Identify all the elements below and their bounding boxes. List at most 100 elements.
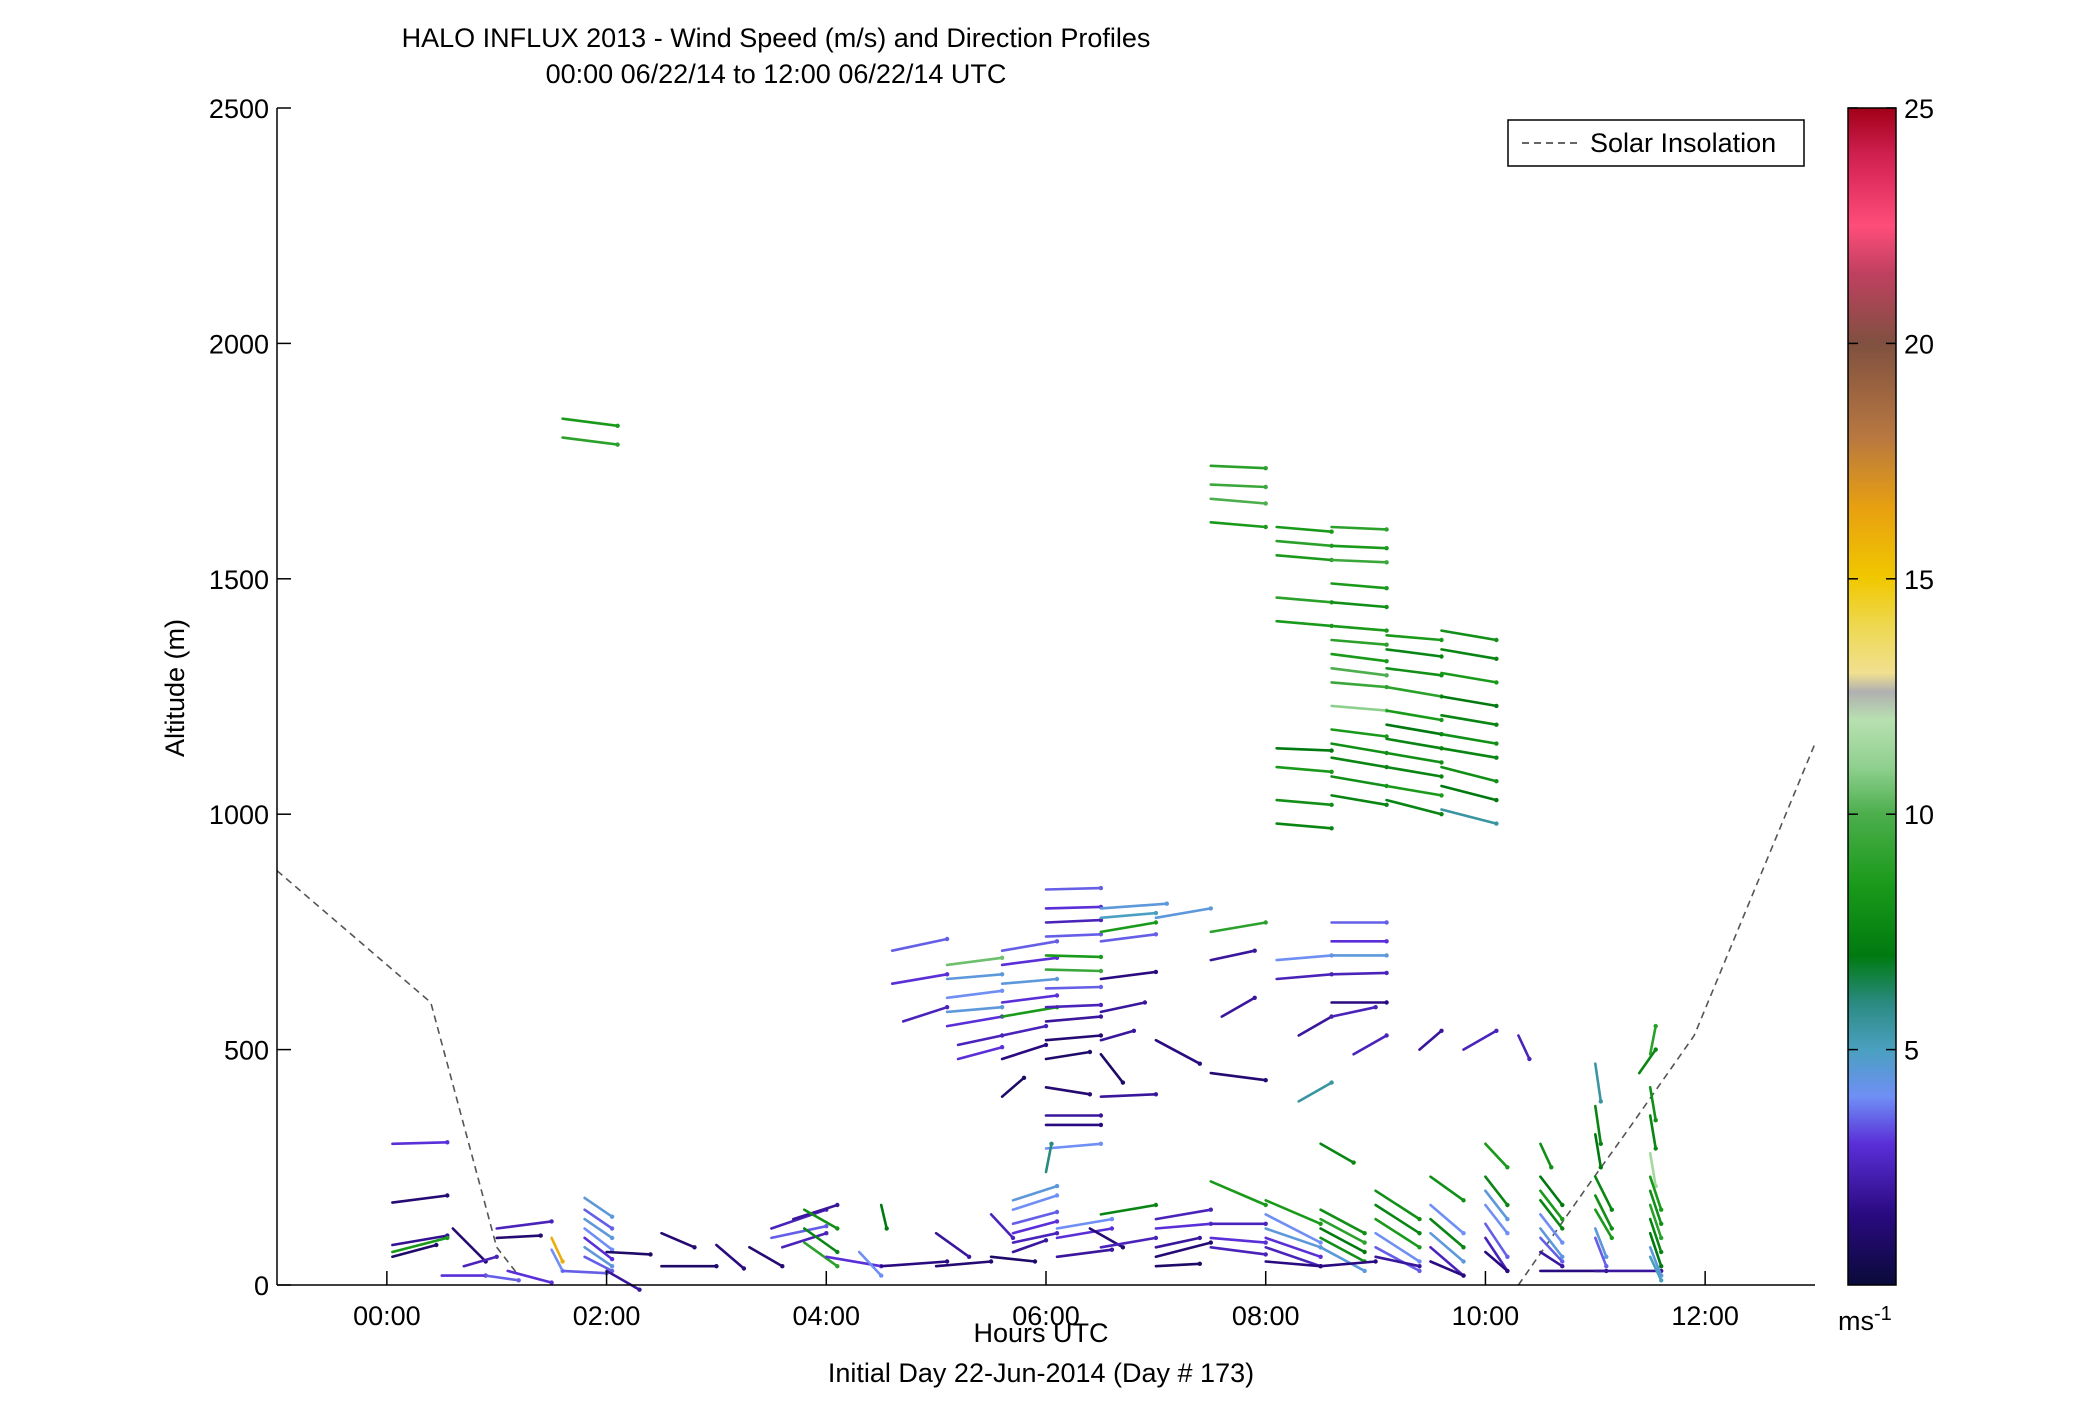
wind-vector-195 <box>1440 732 1498 745</box>
wind-vector-131 <box>1275 822 1333 830</box>
y-tick-label-2: 1000 <box>209 800 269 830</box>
wind-vector-117 <box>1264 1199 1322 1226</box>
wind-vector-tip-51 <box>1010 1235 1016 1241</box>
wind-vector-95 <box>1099 1093 1158 1098</box>
wind-vector-54 <box>1000 956 1059 967</box>
wind-vector-23 <box>605 1269 641 1291</box>
wind-vector-239 <box>561 417 619 428</box>
wind-vector-102 <box>1154 1262 1202 1268</box>
wind-vector-51 <box>989 1213 1015 1240</box>
wind-vector-tip-104 <box>1208 906 1214 911</box>
x-tick-label-5: 10:00 <box>1452 1301 1520 1331</box>
colorbar-unit-label: ms-1 <box>1838 1303 1892 1336</box>
wind-vector-tip-191 <box>1494 656 1499 661</box>
wind-vector-179 <box>1385 751 1443 764</box>
wind-vector-68 <box>1044 905 1103 910</box>
wind-vector-tip-36 <box>879 1273 884 1278</box>
wind-vector-tip-106 <box>1263 1240 1268 1245</box>
wind-vector-89 <box>1099 921 1158 934</box>
wind-vector-123 <box>1275 525 1333 534</box>
wind-vector-180 <box>1385 765 1443 778</box>
wind-vector-108 <box>1209 1180 1267 1207</box>
wind-vector-122 <box>1264 1260 1322 1268</box>
wind-vector-107 <box>1209 1246 1267 1256</box>
wind-vector-tip-111 <box>1263 1078 1268 1083</box>
wind-vector-201 <box>1484 1142 1509 1169</box>
wind-vector-45 <box>945 972 1004 981</box>
wind-vector-87 <box>1099 902 1169 910</box>
wind-vector-141 <box>1319 1246 1366 1273</box>
wind-vector-tip-63 <box>1054 1209 1060 1215</box>
wind-vector-tip-96 <box>1153 1202 1159 1208</box>
wind-vector-tip-224 <box>1604 1254 1609 1260</box>
wind-vector-211 <box>1539 1189 1564 1221</box>
wind-vector-8 <box>484 1274 521 1282</box>
wind-vector-tip-115 <box>1263 524 1268 530</box>
wind-vector-tip-72 <box>1098 968 1104 974</box>
wind-vector-tip-176 <box>1439 717 1444 723</box>
wind-vector-tip-53 <box>1054 939 1060 944</box>
wind-vector-92 <box>1099 1001 1147 1014</box>
wind-vector-tip-29 <box>824 1224 829 1229</box>
wind-vector-99 <box>1154 1222 1213 1230</box>
wind-vector-220 <box>1594 1133 1603 1169</box>
wind-vector-tip-236 <box>1659 1264 1664 1269</box>
wind-vector-tip-220 <box>1598 1165 1604 1170</box>
x-tick-label-4: 08:00 <box>1232 1301 1300 1331</box>
colorbar-tick-label-2: 15 <box>1904 565 1934 595</box>
wind-vector-tip-189 <box>1461 1273 1466 1278</box>
wind-vector-189 <box>1429 1260 1465 1277</box>
wind-vector-tip-92 <box>1142 1000 1148 1005</box>
wind-vector-tip-15 <box>609 1214 615 1219</box>
x-axis-label: Hours UTC <box>973 1318 1108 1348</box>
wind-vector-tip-172 <box>1439 637 1444 643</box>
y-tick-label-5: 2500 <box>209 94 269 124</box>
wind-vector-tip-112 <box>1263 466 1268 471</box>
wind-vector-88 <box>1099 911 1158 920</box>
wind-vector-52 <box>989 1255 1037 1263</box>
wind-vector-tip-164 <box>1373 1005 1378 1010</box>
wind-vector-205 <box>1484 1222 1509 1259</box>
wind-vector-tip-240 <box>615 442 620 447</box>
wind-vector-tip-70 <box>1098 932 1104 937</box>
wind-vector-31 <box>791 1203 839 1221</box>
y-tick-label-4: 2000 <box>209 329 269 359</box>
wind-vector-tip-94 <box>1120 1080 1126 1085</box>
wind-vector-tip-17 <box>609 1235 615 1241</box>
wind-vector-16 <box>583 1208 614 1230</box>
wind-vector-237 <box>1648 1246 1663 1277</box>
wind-vector-tip-238 <box>1659 1278 1664 1283</box>
wind-vector-186 <box>1429 1217 1465 1249</box>
wind-vector-18 <box>583 1227 614 1251</box>
wind-vector-93 <box>1099 1029 1136 1042</box>
wind-vector-tip-50 <box>999 1045 1005 1050</box>
wind-vector-tip-190 <box>1494 637 1499 643</box>
y-tick-label-0: 0 <box>254 1271 269 1301</box>
wind-vector-77 <box>1044 1050 1092 1061</box>
wind-vector-175 <box>1385 685 1443 698</box>
wind-vector-200 <box>1462 1029 1498 1051</box>
wind-vector-134 <box>1297 1081 1333 1103</box>
wind-vector-tip-184 <box>1461 1198 1466 1203</box>
wind-vector-7 <box>462 1255 499 1268</box>
wind-vector-94 <box>1099 1053 1125 1084</box>
wind-vector-tip-117 <box>1318 1221 1323 1227</box>
wind-vector-29 <box>770 1224 828 1240</box>
wind-vector-tip-20 <box>609 1264 615 1269</box>
wind-vector-202 <box>1484 1175 1509 1207</box>
wind-vector-218 <box>1594 1062 1603 1103</box>
wind-vector-58 <box>1000 1024 1048 1037</box>
wind-vector-223 <box>1594 1208 1614 1240</box>
wind-vector-tip-83 <box>1109 1216 1115 1222</box>
wind-vector-tip-89 <box>1153 920 1159 925</box>
wind-vector-tip-154 <box>1384 734 1389 739</box>
wind-vector-tip-47 <box>999 1005 1005 1010</box>
wind-vector-tip-183 <box>1439 1028 1444 1034</box>
wind-vector-188 <box>1429 1246 1465 1277</box>
wind-vector-137 <box>1319 1208 1366 1235</box>
wind-vector-111 <box>1209 1071 1267 1082</box>
wind-vector-232 <box>1648 1175 1663 1211</box>
wind-vector-tip-97 <box>1153 1235 1159 1241</box>
wind-vector-146 <box>1330 582 1388 590</box>
wind-vector-tip-45 <box>999 972 1005 977</box>
